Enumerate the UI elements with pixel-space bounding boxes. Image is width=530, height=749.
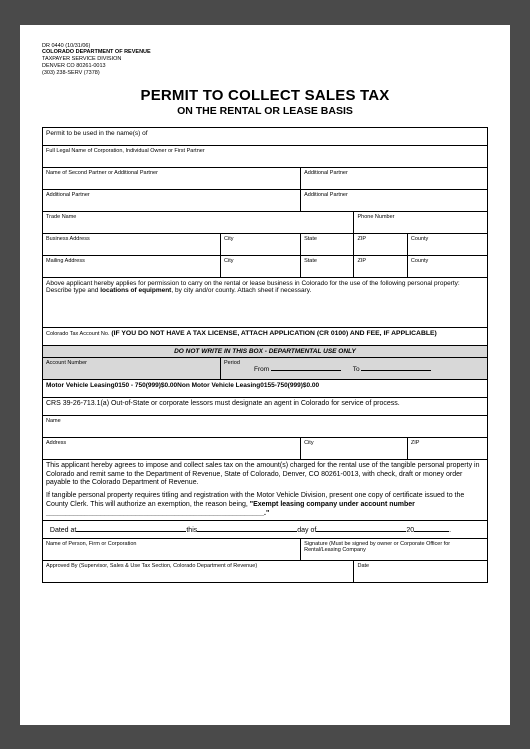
- dated-label: Dated at: [50, 527, 76, 534]
- permit-names-label: Permit to be used in the name(s) of: [46, 130, 148, 137]
- mail-state-cell[interactable]: State: [301, 255, 354, 277]
- form-number: DR 0440 (10/31/06): [42, 43, 488, 50]
- tax-acct-row[interactable]: Colorado Tax Account No. (IF YOU DO NOT …: [43, 327, 488, 345]
- biz-addr-label: Business Address: [46, 236, 217, 242]
- biz-city-label: City: [224, 236, 297, 242]
- mail-addr-cell[interactable]: Mailing Address: [43, 255, 221, 277]
- sig-name-cell[interactable]: Name of Person, Firm or Corporation: [43, 539, 301, 561]
- acct-no-label: Account Number: [46, 360, 217, 366]
- addl-partner-a-cell[interactable]: Additional Partner: [301, 167, 488, 189]
- mail-zip-label: ZIP: [357, 258, 403, 264]
- sig-name-label: Name of Person, Firm or Corporation: [46, 541, 297, 547]
- phone-label: Phone Number: [357, 214, 484, 220]
- dated-row[interactable]: Dated atthisday of20.: [43, 521, 488, 539]
- dept-only-header: DO NOT WRITE IN THIS BOX - DEPARTMENTAL …: [43, 345, 488, 357]
- agent-name-label: Name: [46, 418, 484, 424]
- mail-zip-cell[interactable]: ZIP: [354, 255, 407, 277]
- dayof-label: day of: [297, 527, 316, 534]
- period-label: Period: [224, 360, 484, 366]
- permit-names-row[interactable]: Permit to be used in the name(s) of: [43, 127, 488, 145]
- addl-partner-b-label: Additional Partner: [46, 192, 297, 198]
- form-table: Permit to be used in the name(s) of Full…: [42, 127, 488, 584]
- biz-county-label: County: [411, 236, 484, 242]
- agent-name-cell[interactable]: Name: [43, 415, 488, 437]
- agent-zip-cell[interactable]: ZIP: [407, 437, 487, 459]
- dept-name: COLORADO DEPARTMENT OF REVENUE: [42, 49, 488, 56]
- division: TAXPAYER SERVICE DIVISION: [42, 56, 488, 63]
- full-legal-label: Full Legal Name of Corporation, Individu…: [46, 148, 484, 154]
- form-page: DR 0440 (10/31/06) COLORADO DEPARTMENT O…: [20, 25, 510, 725]
- approved-date-cell[interactable]: Date: [354, 561, 488, 583]
- agree-para-2: If tangible personal property requires t…: [46, 492, 484, 518]
- biz-state-cell[interactable]: State: [301, 233, 354, 255]
- addl-partner-c-cell[interactable]: Additional Partner: [301, 189, 488, 211]
- describe-block[interactable]: Above applicant hereby applies for permi…: [43, 277, 488, 327]
- tax-acct-label: Colorado Tax Account No.: [46, 331, 110, 337]
- dept-addr: DENVER CO 80261-0013: [42, 63, 488, 70]
- acct-no-cell: Account Number: [43, 357, 221, 379]
- approved-date-label: Date: [357, 563, 484, 569]
- addl-partner-c-label: Additional Partner: [304, 192, 484, 198]
- mail-city-cell[interactable]: City: [221, 255, 301, 277]
- agent-zip-label: ZIP: [411, 440, 484, 446]
- to-label: To: [353, 366, 360, 373]
- biz-state-label: State: [304, 236, 350, 242]
- describe-text: Above applicant hereby applies for permi…: [46, 280, 460, 294]
- mail-state-label: State: [304, 258, 350, 264]
- this-label: this: [186, 527, 197, 534]
- second-partner-cell[interactable]: Name of Second Partner or Additional Par…: [43, 167, 301, 189]
- second-partner-label: Name of Second Partner or Additional Par…: [46, 170, 297, 176]
- form-subtitle: ON THE RENTAL OR LEASE BASIS: [42, 105, 488, 117]
- biz-zip-cell[interactable]: ZIP: [354, 233, 407, 255]
- approved-label: Approved By (Supervisor, Sales & Use Tax…: [46, 563, 350, 569]
- crs-row: CRS 39-26-713.1(a) Out-of-State or corpo…: [43, 397, 488, 415]
- sig-right-cell[interactable]: Signature (Must be signed by owner or Co…: [301, 539, 488, 561]
- period-cell: Period From To: [221, 357, 488, 379]
- agreement-block: This applicant hereby agrees to impose a…: [43, 459, 488, 521]
- agent-city-cell[interactable]: City: [301, 437, 408, 459]
- motor-row: Motor Vehicle Leasing0150 - 750(999)$0.0…: [43, 379, 488, 397]
- trade-name-cell[interactable]: Trade Name: [43, 211, 354, 233]
- mail-city-label: City: [224, 258, 297, 264]
- agree-para-1: This applicant hereby agrees to impose a…: [46, 462, 484, 488]
- biz-county-cell[interactable]: County: [407, 233, 487, 255]
- addl-partner-a-label: Additional Partner: [304, 170, 484, 176]
- form-title: PERMIT TO COLLECT SALES TAX: [42, 87, 488, 104]
- from-label: From: [254, 366, 269, 373]
- approved-cell[interactable]: Approved By (Supervisor, Sales & Use Tax…: [43, 561, 354, 583]
- biz-city-cell[interactable]: City: [221, 233, 301, 255]
- mail-county-cell[interactable]: County: [407, 255, 487, 277]
- tax-acct-note: (IF YOU DO NOT HAVE A TAX LICENSE, ATTAC…: [111, 330, 437, 337]
- yr-label: 20: [406, 527, 414, 534]
- phone-cell[interactable]: Phone Number: [354, 211, 488, 233]
- full-legal-row[interactable]: Full Legal Name of Corporation, Individu…: [43, 145, 488, 167]
- mail-county-label: County: [411, 258, 484, 264]
- mail-addr-label: Mailing Address: [46, 258, 217, 264]
- dept-phone: (303) 238-SERV (7378): [42, 70, 488, 77]
- biz-zip-label: ZIP: [357, 236, 403, 242]
- sig-right-label: Signature (Must be signed by owner or Co…: [304, 541, 484, 553]
- agent-addr-label: Address: [46, 440, 297, 446]
- biz-addr-cell[interactable]: Business Address: [43, 233, 221, 255]
- header-block: DR 0440 (10/31/06) COLORADO DEPARTMENT O…: [42, 43, 488, 77]
- addl-partner-b-cell[interactable]: Additional Partner: [43, 189, 301, 211]
- agent-city-label: City: [304, 440, 404, 446]
- agent-addr-cell[interactable]: Address: [43, 437, 301, 459]
- trade-name-label: Trade Name: [46, 214, 350, 220]
- describe-bold: locations of equipment: [100, 287, 171, 294]
